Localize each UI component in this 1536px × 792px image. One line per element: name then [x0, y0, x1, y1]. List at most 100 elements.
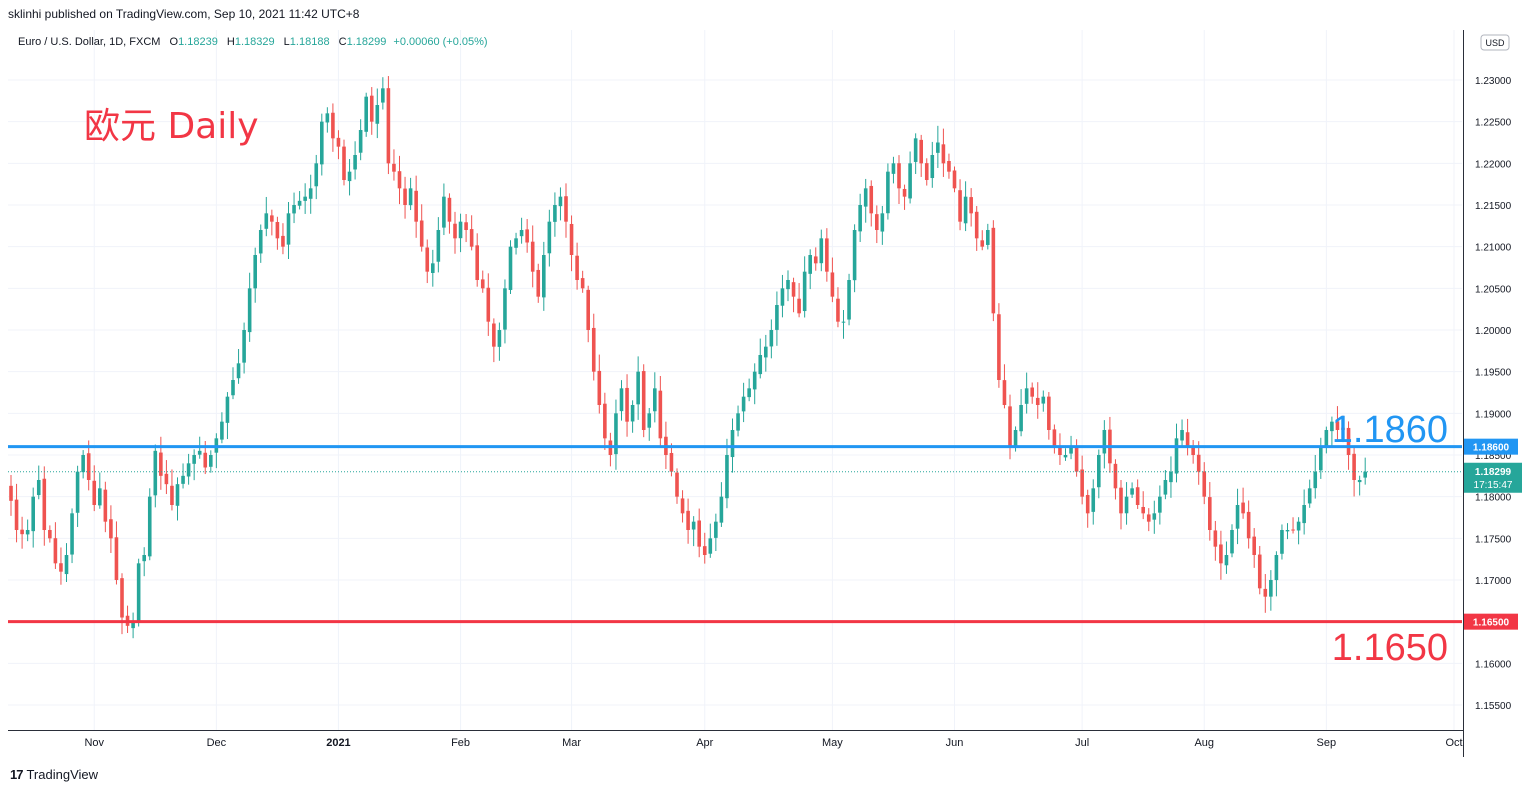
candle-body: [786, 280, 790, 290]
candle-body: [375, 105, 380, 124]
candle-body: [1097, 455, 1101, 488]
candle-body: [136, 563, 141, 622]
candle-body: [769, 330, 774, 347]
candle-body: [1130, 488, 1134, 495]
candle-body: [347, 171, 352, 182]
level-annotation: 1.1650: [1332, 627, 1448, 669]
candle-body: [1285, 530, 1290, 532]
candle-body: [641, 371, 646, 430]
candle-body: [758, 355, 763, 375]
candle-body: [603, 403, 607, 439]
candle-body: [952, 170, 957, 189]
candle-body: [292, 205, 296, 214]
candle-body: [675, 472, 679, 497]
last-price-value: 1.18299: [1475, 467, 1512, 478]
candle-body: [1041, 396, 1046, 404]
candle-body: [181, 475, 185, 484]
candle-body: [392, 163, 396, 172]
candle-body: [1052, 429, 1057, 447]
candle-body: [20, 529, 24, 535]
candle-body: [630, 405, 635, 422]
tradingview-logo[interactable]: 17 TradingView: [10, 767, 98, 782]
candle-body: [1313, 471, 1318, 489]
candle-body: [1341, 427, 1345, 430]
candle-body: [997, 314, 1001, 380]
candle-body: [891, 163, 896, 174]
candle-body: [1319, 446, 1323, 471]
candle-body: [886, 171, 890, 214]
close-value: 1.18299: [346, 36, 387, 48]
candle-body: [752, 371, 757, 390]
y-tick-label: 1.17500: [1475, 534, 1512, 545]
candle-body: [980, 240, 985, 247]
candle-body: [775, 305, 779, 330]
candle-body: [103, 489, 108, 522]
low-label: L: [283, 36, 290, 48]
y-tick-label: 1.23000: [1475, 76, 1512, 87]
candle-body: [275, 222, 280, 239]
candle-body: [575, 255, 579, 280]
candle-body: [1280, 530, 1284, 554]
candle-body: [303, 196, 307, 201]
candle-body: [209, 455, 213, 467]
x-tick-label: Jun: [946, 737, 964, 749]
y-tick-label: 1.15500: [1475, 701, 1512, 712]
candle-body: [1102, 430, 1107, 454]
candle-body: [1119, 487, 1123, 514]
candle-body: [503, 288, 507, 330]
candle-body: [464, 222, 468, 230]
candle-body: [658, 390, 663, 439]
candle-body: [1124, 496, 1129, 514]
candle-body: [1224, 555, 1229, 566]
candle-body: [1008, 406, 1012, 447]
candle-body: [175, 484, 180, 506]
candle-body: [203, 452, 208, 468]
candle-body: [947, 160, 951, 172]
candle-body: [1091, 488, 1096, 512]
candle-body: [1302, 505, 1306, 524]
candle-body: [508, 246, 513, 290]
candle-body: [791, 282, 796, 297]
candle-body: [1196, 454, 1201, 472]
candle-body: [514, 238, 518, 248]
candle-body: [64, 555, 69, 575]
candle-body: [419, 220, 424, 247]
candle-body: [447, 197, 452, 222]
candle-body: [247, 288, 252, 333]
x-tick-label: Nov: [84, 737, 104, 749]
candle-body: [270, 215, 274, 222]
candle-body: [436, 230, 441, 262]
candle-body: [558, 196, 563, 207]
candle-body: [192, 455, 196, 464]
candle-body: [536, 269, 541, 297]
candle-body: [320, 121, 324, 165]
candle-body: [431, 263, 435, 273]
currency-button-label[interactable]: USD: [1485, 38, 1505, 48]
candle-body: [70, 513, 74, 555]
candle-body: [109, 519, 113, 539]
candle-body: [819, 238, 824, 264]
candle-body: [1269, 580, 1273, 597]
candle-body: [486, 287, 491, 322]
y-tick-label: 1.19500: [1475, 368, 1512, 379]
candle-body: [153, 450, 158, 496]
candle-body: [919, 139, 923, 164]
candle-body: [325, 113, 330, 123]
currency-button[interactable]: [1480, 34, 1510, 51]
candle-body: [958, 190, 962, 222]
candle-body: [802, 271, 807, 312]
candle-body: [530, 241, 535, 272]
candle-body: [1074, 446, 1079, 472]
candle-body: [36, 480, 41, 496]
candle-body: [691, 521, 696, 530]
published-info: sklinhi published on TradingView.com, Se…: [8, 7, 360, 21]
candle-body: [425, 247, 430, 272]
candle-body: [1346, 427, 1351, 455]
candle-body: [869, 185, 874, 214]
candle-body: [1257, 554, 1262, 589]
candle-body: [852, 230, 857, 281]
level-annotation: 1.1860: [1332, 409, 1448, 451]
candle-body: [1357, 480, 1362, 483]
countdown-timer: 17:15:47: [1474, 480, 1513, 491]
